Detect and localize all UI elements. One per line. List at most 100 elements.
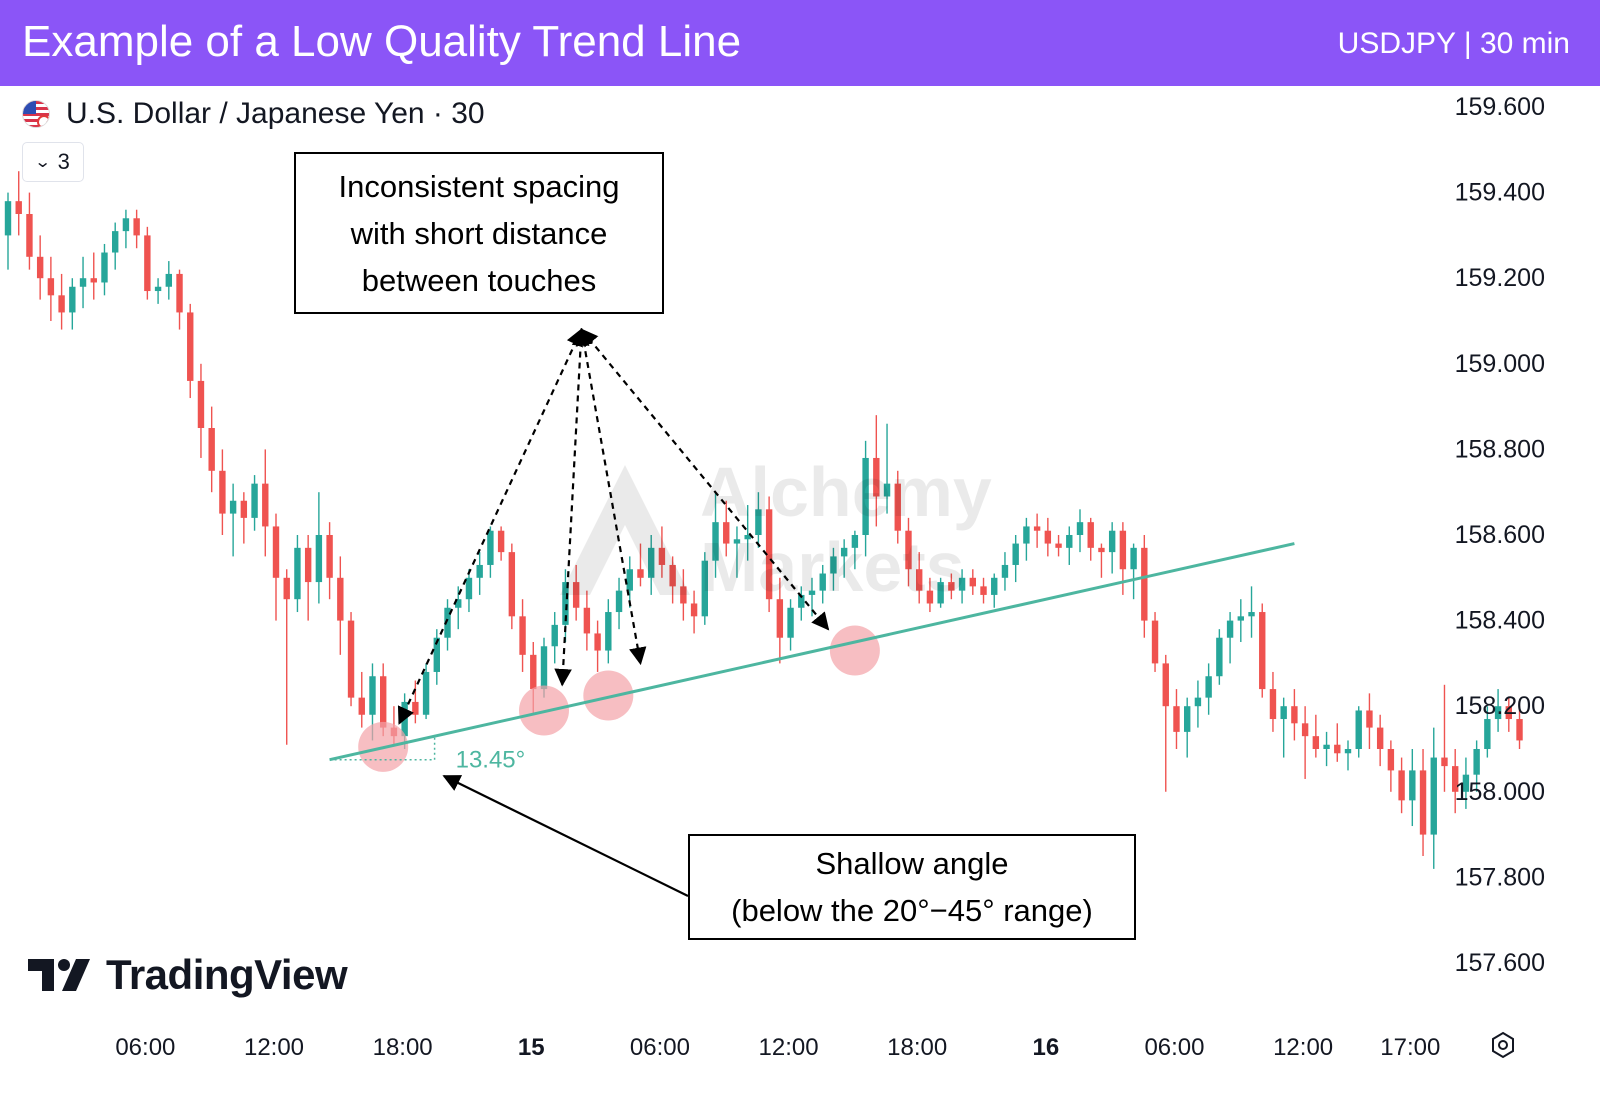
candle-body [1376, 727, 1384, 749]
candle-body [1216, 637, 1223, 677]
trend-touch-marker [583, 670, 634, 721]
candle-body [187, 312, 194, 381]
candle [1023, 517, 1030, 561]
angle-label: 13.45° [456, 747, 526, 774]
candle-body [219, 470, 226, 514]
candle-body [991, 577, 998, 595]
candle [36, 235, 44, 300]
time-tick-label: 06:00 [115, 1034, 175, 1061]
time-tick-label: 06:00 [630, 1034, 690, 1061]
candle-body [1119, 530, 1127, 570]
candle [272, 513, 280, 621]
candle [251, 475, 258, 531]
candle [1044, 517, 1052, 557]
dashed-arrow [554, 327, 590, 687]
price-tick-label: 159.400 [1455, 179, 1545, 207]
time-tick-label: 18:00 [373, 1034, 433, 1061]
candle-body [1344, 749, 1352, 754]
candle [916, 552, 923, 604]
candle [1194, 680, 1202, 728]
dashed-arrow [580, 328, 830, 631]
chart-area[interactable]: 13.45° 159.600 159.400 159.200 159.000 158.8… [0, 86, 1600, 1095]
candle-body [1452, 766, 1459, 792]
candle [144, 226, 151, 300]
time-axis: 06:00 12:00 18:00 15 06:00 12:00 18:00 16 06:00 1… [115, 1034, 1440, 1061]
candle-body [1334, 744, 1341, 754]
candle-body [1194, 697, 1202, 707]
candle [712, 492, 719, 578]
symbol-header[interactable]: U.S. Dollar / Japanese Yen · 30 [22, 94, 485, 134]
candle [326, 522, 333, 600]
candle [937, 577, 944, 608]
candle-body [755, 509, 762, 535]
candle [551, 612, 558, 664]
candle [1259, 603, 1266, 698]
candle [1162, 654, 1169, 792]
candle [1398, 757, 1405, 814]
chart-canvas[interactable]: 13.45° 159.600 159.400 159.200 159.000 158.8… [0, 86, 1600, 1095]
candle-body [508, 552, 516, 617]
candle-body [1066, 535, 1073, 548]
candle [1376, 714, 1384, 767]
candle-body [79, 278, 87, 287]
candle [905, 517, 912, 587]
candle-body [1441, 757, 1448, 767]
candle-body [605, 612, 612, 651]
candle-body [240, 500, 248, 518]
candle [262, 449, 269, 557]
candle-body [1141, 547, 1148, 621]
candle [90, 252, 97, 300]
price-tick-label: 159.600 [1455, 93, 1545, 121]
candle [680, 569, 687, 621]
candle [658, 526, 666, 578]
candle [1033, 513, 1041, 548]
candle-body [144, 235, 151, 292]
candle [1012, 535, 1019, 583]
candle-body [1398, 770, 1405, 801]
tradingview-logo[interactable]: TradingView [26, 950, 348, 1000]
banner-subtitle: USDJPY | 30 min [1337, 27, 1570, 60]
candle-body [1259, 612, 1266, 690]
candle [187, 303, 194, 399]
candle-body [122, 218, 130, 232]
candle-body [90, 278, 97, 283]
candle [851, 530, 859, 570]
candle [669, 556, 676, 604]
candle [487, 526, 494, 578]
candle [744, 505, 751, 561]
candle-body [723, 522, 730, 544]
candle-body [615, 590, 623, 613]
chart-settings-icon[interactable] [1488, 1030, 1518, 1060]
candle [112, 222, 119, 270]
candle [1430, 727, 1437, 869]
candle [1462, 757, 1470, 809]
candle-body [594, 633, 601, 651]
candle-body [669, 564, 676, 587]
candle [594, 620, 601, 672]
candle-body [69, 286, 76, 313]
candle [1409, 749, 1416, 827]
candle-body [1484, 719, 1491, 749]
candle [476, 552, 483, 595]
candle [1151, 612, 1159, 672]
indicators-collapse-button[interactable]: ⌄ 3 [22, 142, 84, 182]
candle-body [1355, 710, 1362, 749]
candle-body [1494, 706, 1502, 720]
candle [69, 278, 76, 330]
candle [1505, 697, 1512, 732]
tradingview-logo-text: TradingView [106, 951, 348, 998]
candle-body [701, 560, 708, 617]
candle-body [422, 671, 430, 715]
usd-jpy-flag-icon [22, 100, 50, 128]
candle-body [551, 624, 558, 647]
candle-body [497, 530, 505, 553]
candle-body [1001, 564, 1009, 578]
candle [733, 526, 741, 578]
candle [1473, 740, 1480, 792]
candle [840, 539, 848, 578]
candle-body [326, 535, 333, 578]
candle-body [958, 577, 966, 591]
candle-body [808, 590, 816, 595]
price-tick-label: 157.600 [1455, 949, 1545, 977]
trend-touch-marker [829, 625, 880, 676]
